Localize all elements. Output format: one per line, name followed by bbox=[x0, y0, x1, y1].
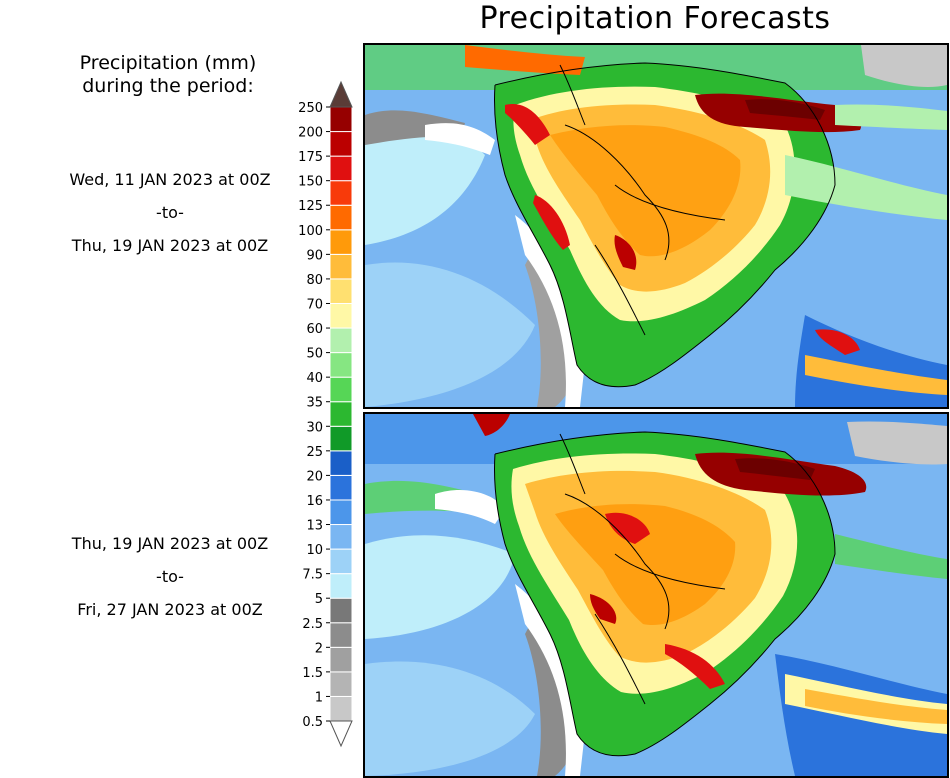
colorbar-swatch bbox=[329, 597, 353, 624]
colorbar-tick-label: 60 bbox=[306, 322, 323, 337]
colorbar-swatch bbox=[329, 376, 353, 403]
colorbar-swatch bbox=[329, 180, 353, 206]
colorbar-swatch bbox=[329, 131, 353, 157]
colorbar-swatch bbox=[329, 474, 353, 501]
colorbar-tick-label: 30 bbox=[306, 420, 323, 435]
colorbar-tick-label: 5 bbox=[315, 592, 323, 607]
colorbar-swatch bbox=[329, 622, 353, 648]
colorbar-tick-label: 70 bbox=[306, 297, 323, 312]
colorbar-swatch bbox=[329, 425, 353, 452]
colorbar-tick-label: 175 bbox=[298, 150, 323, 165]
colorbar-tick-label: 250 bbox=[298, 101, 323, 116]
colorbar-tick-label: 0.5 bbox=[302, 715, 323, 730]
colorbar-tick-label: 7.5 bbox=[302, 568, 323, 583]
colorbar-swatch bbox=[329, 278, 353, 304]
colorbar-swatch bbox=[329, 695, 353, 722]
map-panel-bottom bbox=[363, 412, 949, 778]
colorbar-swatch bbox=[329, 352, 353, 378]
colorbar-tick-label: 2.5 bbox=[302, 617, 323, 632]
colorbar-tick-label: 10 bbox=[306, 543, 323, 558]
legend-title-line2: during the period: bbox=[82, 75, 254, 97]
colorbar-tick-label: 20 bbox=[306, 469, 323, 484]
colorbar-tick-label: 90 bbox=[306, 248, 323, 263]
colorbar-tick-label: 2 bbox=[315, 641, 323, 656]
colorbar-tick-label: 50 bbox=[306, 347, 323, 362]
period-bottom: Thu, 19 JAN 2023 at 00Z -to- Fri, 27 JAN… bbox=[30, 527, 310, 626]
colorbar-swatch bbox=[329, 573, 353, 599]
colorbar-swatch bbox=[329, 401, 353, 427]
period-top: Wed, 11 JAN 2023 at 00Z -to- Thu, 19 JAN… bbox=[30, 163, 310, 262]
colorbar-tick-label: 125 bbox=[298, 199, 323, 214]
period-top-start: Wed, 11 JAN 2023 at 00Z bbox=[69, 170, 271, 189]
period-bottom-start: Thu, 19 JAN 2023 at 00Z bbox=[71, 534, 269, 553]
colorbar: 0.5 1 1.5 2 2.5 5 7.5 10 13 16 20 25 30 35 40 50 60 70 80 9… bbox=[298, 80, 353, 748]
colorbar-tick-label: 25 bbox=[306, 445, 323, 460]
colorbar-swatch bbox=[329, 646, 353, 673]
colorbar-swatch bbox=[329, 548, 353, 575]
colorbar-swatch bbox=[329, 524, 353, 550]
colorbar-tick-label: 13 bbox=[306, 519, 323, 534]
period-bottom-end: Fri, 27 JAN 2023 at 00Z bbox=[77, 600, 263, 619]
colorbar-tick-label: 1 bbox=[315, 690, 323, 705]
colorbar-over-arrow bbox=[329, 80, 353, 108]
legend-title-line1: Precipitation (mm) bbox=[79, 52, 257, 74]
colorbar-under-arrow bbox=[329, 720, 353, 748]
precip-map-bottom bbox=[365, 414, 947, 776]
colorbar-swatch bbox=[329, 327, 353, 354]
colorbar-swatch bbox=[329, 671, 353, 697]
period-top-end: Thu, 19 JAN 2023 at 00Z bbox=[71, 236, 269, 255]
period-bottom-separator: -to- bbox=[156, 567, 184, 586]
colorbar-tick-label: 16 bbox=[306, 494, 323, 509]
colorbar-swatch bbox=[329, 229, 353, 255]
legend-title: Precipitation (mm) during the period: bbox=[18, 52, 318, 98]
colorbar-tick-label: 35 bbox=[306, 396, 323, 411]
precip-map-top bbox=[365, 45, 947, 407]
colorbar-tick-label: 150 bbox=[298, 175, 323, 190]
period-top-separator: -to- bbox=[156, 203, 184, 222]
colorbar-tick-label: 100 bbox=[298, 224, 323, 239]
colorbar-tick-label: 80 bbox=[306, 273, 323, 288]
colorbar-tick-label: 200 bbox=[298, 126, 323, 141]
colorbar-swatch bbox=[329, 253, 353, 280]
map-panel-top bbox=[363, 43, 949, 409]
colorbar-swatch bbox=[329, 450, 353, 476]
colorbar-swatch bbox=[329, 499, 353, 526]
colorbar-swatch bbox=[329, 155, 353, 182]
colorbar-tick-label: 1.5 bbox=[302, 666, 323, 681]
colorbar-tick-label: 40 bbox=[306, 371, 323, 386]
colorbar-swatch bbox=[329, 302, 353, 329]
colorbar-swatch bbox=[329, 204, 353, 231]
colorbar-swatch bbox=[329, 106, 353, 133]
page-title: Precipitation Forecasts bbox=[479, 1, 831, 36]
